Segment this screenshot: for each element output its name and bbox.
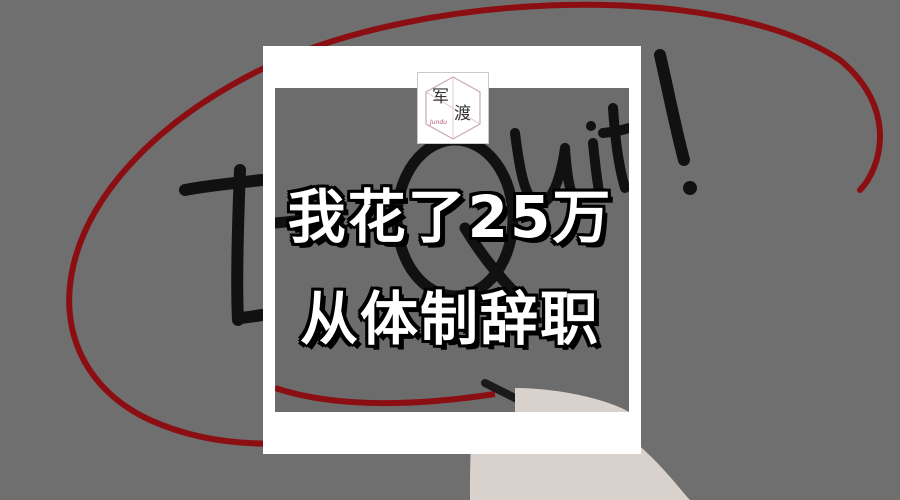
red-ellipse-stroke	[66, 1, 883, 423]
exclamation-stroke	[654, 49, 690, 166]
logo-subtitle: Jundu	[430, 119, 447, 126]
logo-char-1: 军	[432, 87, 449, 107]
headline-line-2: 从体制辞职	[299, 285, 600, 353]
headline-line-1: 我花了25万	[287, 183, 613, 251]
logo-char-2: 渡	[454, 104, 471, 124]
letter-i-stroke	[179, 174, 268, 196]
brand-logo: 军 渡 Jundu	[417, 72, 489, 144]
logo-hexagon-icon	[425, 76, 481, 140]
